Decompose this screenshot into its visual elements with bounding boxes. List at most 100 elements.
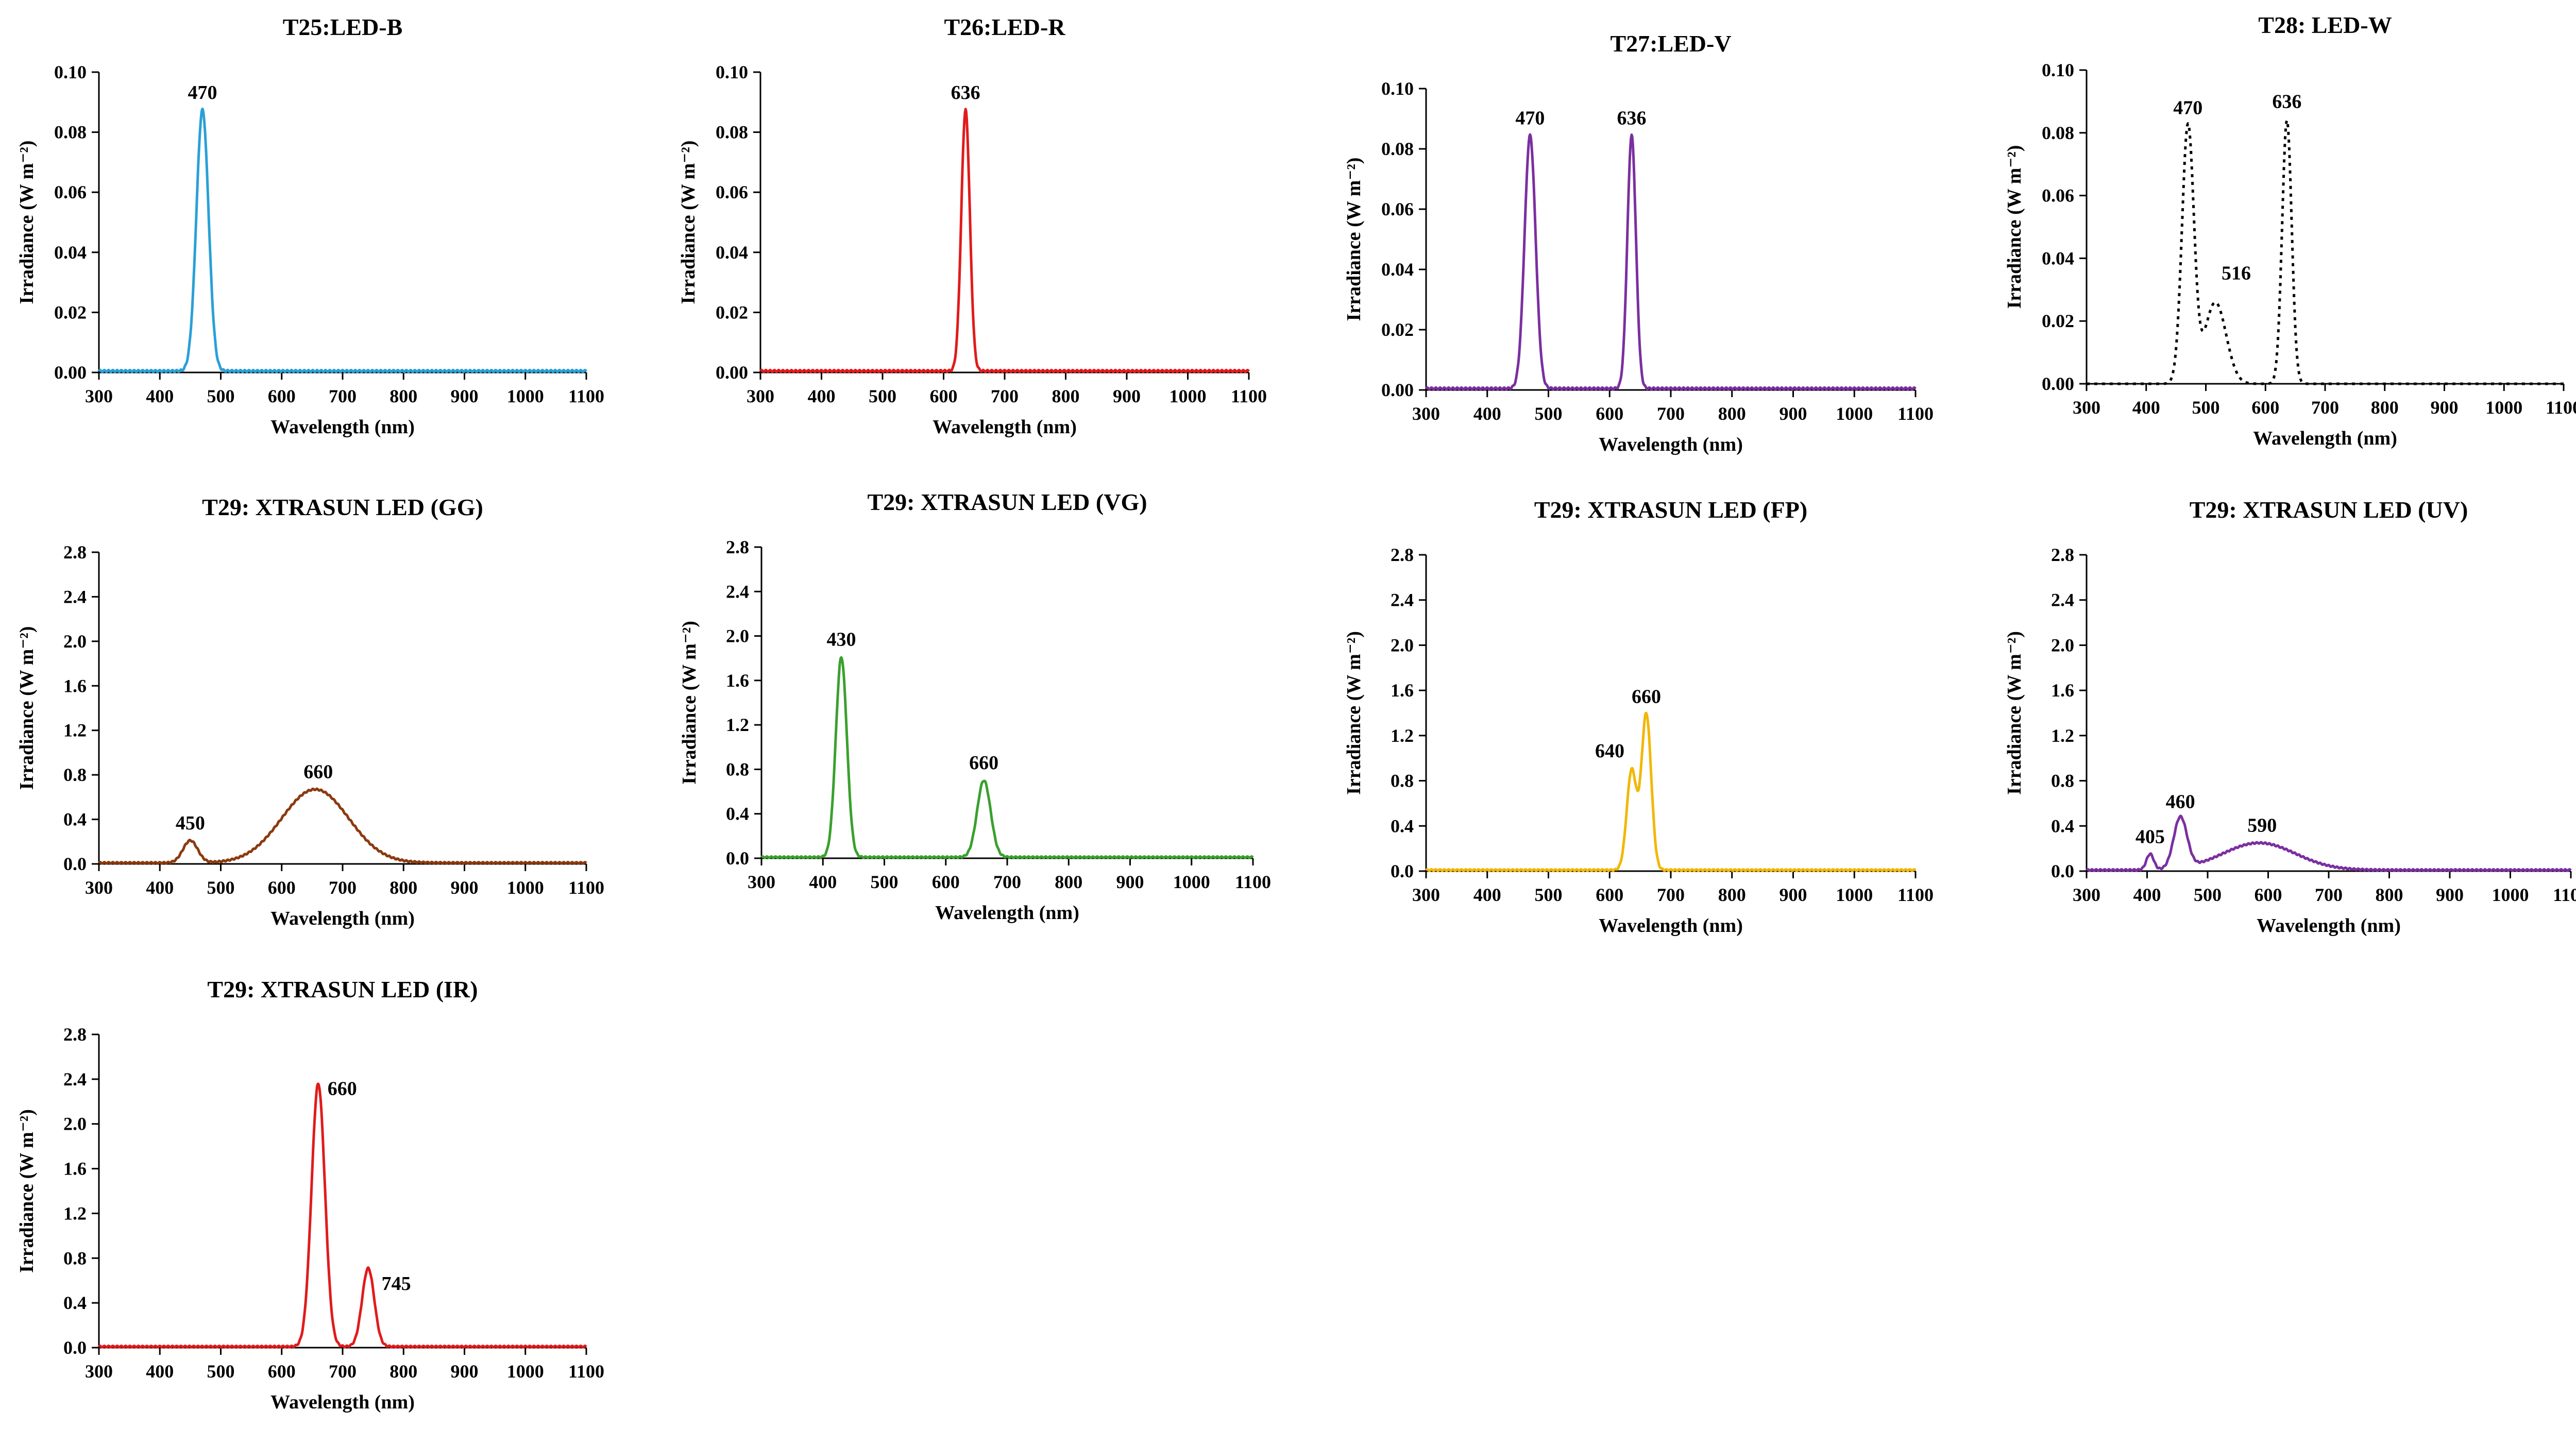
x-tick-label: 1100 [1231, 386, 1267, 406]
y-tick-label: 0.4 [1391, 815, 1414, 836]
series-line-led-b [98, 107, 588, 373]
x-axis-label: Wavelength (nm) [933, 416, 1077, 438]
series-line-xtrasun-gg [98, 787, 587, 865]
x-tick-label: 1100 [2553, 885, 2576, 905]
x-tick-label: 400 [146, 386, 174, 406]
peak-label: 660 [328, 1078, 357, 1100]
chart-t29ir: T29: XTRASUN LED (IR) 0.0 0.4 0.8 1.2 1.6 2.0 2… [16, 976, 604, 1413]
y-tick-label: 0.02 [1381, 319, 1414, 340]
y-axis-label: Irradiance (W m⁻²) [677, 141, 699, 304]
x-tick-label: 700 [329, 877, 357, 898]
x-tick-label: 1100 [1897, 885, 1934, 905]
x-tick-label: 800 [1718, 885, 1746, 905]
x-tick-label: 600 [1596, 403, 1623, 424]
y-tick-label: 2.0 [2051, 635, 2074, 655]
x-tick-label: 400 [146, 1361, 174, 1382]
x-tick-label: 600 [1596, 885, 1623, 905]
y-axis-label: Irradiance (W m⁻²) [1343, 631, 1365, 795]
peak-label: 640 [1595, 740, 1624, 762]
x-tick-label: 1000 [1836, 885, 1873, 905]
y-tick-label: 2.4 [1391, 590, 1414, 610]
y-axis-label: Irradiance (W m⁻²) [1343, 158, 1365, 321]
y-tick-label: 2.8 [2051, 545, 2074, 565]
y-tick-label: 0.4 [2051, 815, 2074, 836]
y-tick-label: 0.10 [716, 62, 748, 82]
y-tick-label: 2.4 [63, 1069, 87, 1090]
y-tick-label: 0.8 [726, 759, 749, 779]
x-tick-label: 700 [991, 386, 1019, 406]
x-tick-label: 400 [808, 386, 836, 406]
x-tick-label: 700 [2315, 885, 2343, 905]
y-tick-label: 0.06 [2042, 185, 2074, 206]
peak-label: 470 [2173, 97, 2202, 119]
chart-title: T29: XTRASUN LED (GG) [202, 494, 483, 520]
y-tick-label: 1.2 [1391, 725, 1414, 746]
x-tick-label: 700 [2311, 397, 2339, 418]
x-tick-label: 700 [329, 1361, 357, 1382]
y-tick-label: 0.10 [54, 62, 87, 82]
series-line-led-w [2086, 118, 2565, 385]
y-tick-label: 0.06 [54, 182, 87, 202]
chart-t25: T25:LED-B 0.00 0.02 0.04 0.06 0.08 0.10 300 400 5… [16, 14, 604, 438]
chart-t26: T26:LED-R 0.00 0.02 0.04 0.06 0.08 0.10 300 400 5… [677, 14, 1267, 438]
peak-label: 660 [1632, 686, 1661, 707]
x-tick-label: 600 [930, 386, 958, 406]
y-tick-label: 0.4 [63, 809, 87, 830]
x-tick-label: 500 [2192, 397, 2220, 418]
y-tick-label: 0.06 [1381, 199, 1414, 219]
x-tick-label: 500 [871, 872, 899, 892]
y-tick-label: 2.8 [63, 542, 87, 563]
chart-title: T27:LED-V [1610, 30, 1731, 57]
x-tick-label: 1100 [568, 877, 604, 898]
y-axis-label: Irradiance (W m⁻²) [679, 621, 700, 785]
x-tick-label: 900 [451, 877, 479, 898]
chart-title: T29: XTRASUN LED (FP) [1534, 497, 1807, 523]
x-tick-label: 600 [268, 877, 296, 898]
series-line-led-v [1425, 133, 1917, 391]
peak-label: 470 [1515, 108, 1545, 129]
peak-label: 470 [188, 82, 217, 104]
x-axis-label: Wavelength (nm) [270, 416, 415, 438]
x-tick-label: 900 [451, 386, 479, 406]
x-tick-label: 400 [2133, 885, 2161, 905]
peak-label: 660 [969, 752, 998, 774]
y-tick-label: 0.4 [726, 804, 749, 824]
y-tick-label: 1.6 [63, 1159, 87, 1179]
y-tick-label: 0.00 [2042, 373, 2074, 394]
y-tick-label: 0.0 [63, 1337, 87, 1358]
x-tick-label: 800 [1718, 403, 1746, 424]
y-axis-label: Irradiance (W m⁻²) [2004, 145, 2025, 309]
y-tick-label: 2.4 [726, 581, 749, 602]
y-tick-label: 0.02 [54, 302, 87, 322]
series-line-xtrasun-ir [98, 1082, 587, 1349]
x-axis-label: Wavelength (nm) [2257, 915, 2401, 937]
x-tick-label: 500 [1535, 885, 1563, 905]
x-tick-label: 500 [869, 386, 896, 406]
x-tick-label: 600 [2251, 397, 2279, 418]
y-tick-label: 1.2 [63, 720, 87, 741]
y-tick-label: 0.02 [2042, 311, 2074, 331]
x-tick-label: 300 [85, 386, 113, 406]
chart-title: T29: XTRASUN LED (VG) [867, 489, 1147, 515]
peak-label: 636 [2272, 91, 2301, 112]
y-tick-label: 1.6 [1391, 680, 1414, 701]
peak-label: 636 [1617, 108, 1647, 129]
chart-title: T26:LED-R [944, 14, 1065, 40]
x-tick-label: 800 [2371, 397, 2399, 418]
peak-label: 460 [2166, 791, 2195, 812]
y-tick-label: 0.08 [2042, 123, 2074, 143]
y-tick-label: 2.0 [1391, 635, 1414, 655]
x-tick-label: 300 [2073, 397, 2100, 418]
y-tick-label: 0.08 [1381, 139, 1414, 159]
x-tick-label: 800 [389, 877, 417, 898]
y-tick-label: 0.10 [2042, 60, 2074, 80]
x-tick-label: 1100 [1897, 403, 1934, 424]
peak-label: 450 [176, 812, 205, 834]
y-tick-label: 0.10 [1381, 78, 1414, 99]
y-tick-label: 0.00 [1381, 380, 1414, 400]
x-tick-label: 1000 [1170, 386, 1207, 406]
x-tick-label: 300 [747, 386, 774, 406]
x-tick-label: 1000 [507, 1361, 544, 1382]
x-tick-label: 400 [2132, 397, 2160, 418]
